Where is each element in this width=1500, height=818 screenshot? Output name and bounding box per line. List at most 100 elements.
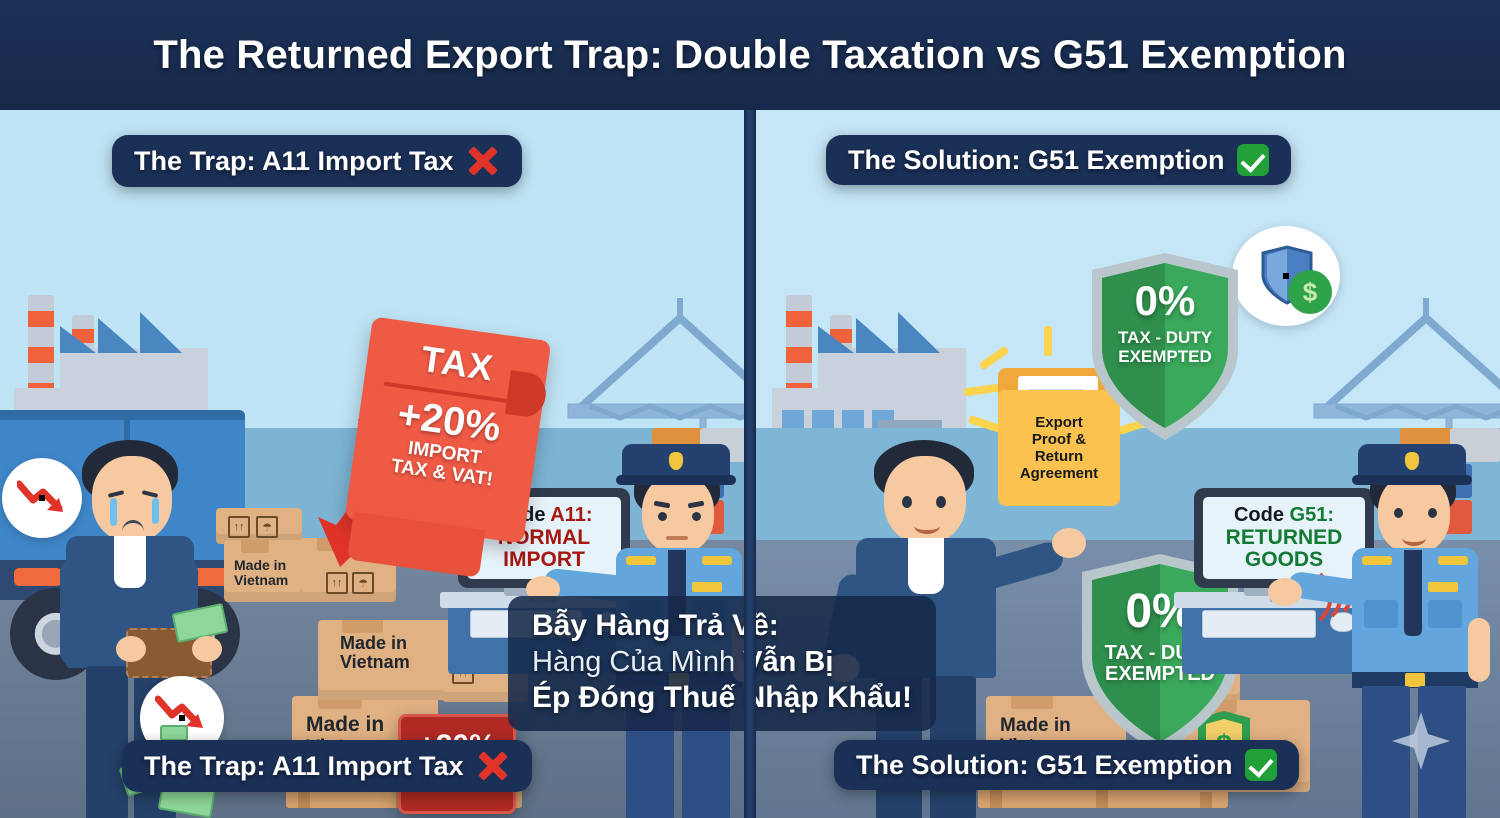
caption-line2: Hàng Của Mình Vẫn Bị [532,645,912,680]
factory-sawtooth-roof [60,312,182,353]
truck-taillight [14,568,62,586]
face [642,474,714,554]
keyboard [1202,610,1316,638]
panel-divider [744,110,756,818]
port-crane-icon [1313,298,1500,488]
solution-bottom-banner-label: The Solution: G51 Exemption [856,749,1233,780]
trap-bottom-banner[interactable]: The Trap: A11 Import Tax [122,740,532,792]
check-mark-icon [1244,749,1277,781]
trending-down-icon [155,695,203,741]
factory-window [812,410,834,428]
solution-top-banner-label: The Solution: G51 Exemption [848,144,1225,175]
trap-top-banner[interactable]: The Trap: A11 Import Tax [112,135,522,187]
shoulder-epaulette [1362,556,1392,565]
leg [86,666,128,818]
folder-line3: Return [1034,448,1084,466]
x-mark-icon [476,749,510,783]
stamping-hand [1268,578,1302,606]
monitor-code-line: Code G51: [1234,504,1334,526]
factory-sawtooth-roof [818,312,940,353]
box-label-line1: Made in [306,713,385,736]
keep-dry-marking: ☂ [352,572,374,594]
shield-money-bubble: $ [1232,226,1340,326]
officer-belt [1352,672,1478,688]
box-label-line2: Vietnam [340,652,410,673]
uniform-pocket [1428,600,1462,628]
check-mark-icon [1236,144,1269,176]
monitor-code-value: A11: [550,504,593,527]
hand [1468,618,1490,682]
cap-badge-icon [669,452,683,470]
x-mark-icon [466,144,500,178]
box-label-line1: Made in [340,633,408,653]
shoulder-epaulette [626,556,656,565]
dress-shirt [114,536,146,588]
name-badge [692,582,722,592]
folder-line4: Agreement [1019,465,1099,483]
caption-line2-plain: Hàng Của Mình [532,645,744,678]
monitor-code-prefix: Code [1233,504,1290,527]
solution-top-banner[interactable]: The Solution: G51 Exemption [826,135,1291,185]
tax-scroll-title: TAX [418,337,497,389]
folder-label: Export Proof & Return Agreement [1020,414,1098,482]
folder-line2: Proof & [1031,430,1087,448]
arm [60,558,90,666]
hand [192,636,222,662]
exempt-shield-upper: 0% TAX - DUTY EXEMPTED [1082,250,1248,446]
caption-line3: Ép Đóng Thuế Nhập Khẩu! [532,680,912,714]
frown-mouth [122,520,144,532]
export-proof-folder: Export Proof & Return Agreement [998,368,1120,506]
shoulder-epaulette [1438,556,1468,565]
eye [692,512,701,521]
trap-bottom-banner-label: The Trap: A11 Import Tax [144,750,464,781]
customs-officer-friendly [1268,440,1496,818]
hand [116,636,146,662]
monitor-screen: Code G51: RETURNED GOODS [1203,497,1365,579]
sad-businessman [30,440,230,818]
eye [936,496,946,508]
page-title-bar: The Returned Export Trap: Double Taxatio… [0,0,1500,110]
cargo-box: Made in Vietnam [318,620,454,700]
factory-window [842,410,864,428]
smile-mouth [914,518,940,534]
solution-bottom-banner[interactable]: The Solution: G51 Exemption [834,740,1299,790]
page-title: The Returned Export Trap: Double Taxatio… [153,32,1347,77]
officer-cap [1352,444,1472,485]
smile-mouth [1402,530,1426,546]
factory-window [782,410,804,428]
monitor-line3: IMPORT [503,548,585,572]
shield-icon [1092,253,1238,440]
eye [1428,508,1437,518]
dress-shirt [908,538,944,594]
tax-invoice-scroll: TAX +20% IMPORT TAX & VAT! [344,316,552,578]
mouth [666,536,688,540]
dollar-coin-icon: $ [1288,270,1332,314]
necktie [1404,550,1422,636]
cap-badge-icon [1405,452,1419,470]
eye [658,512,667,521]
fragile-marking: ↑↑ [326,572,348,594]
monitor-line3: GOODS [1244,548,1324,572]
cargo-box: ↑↑ ☂ [216,508,302,544]
vietnamese-caption: Bẫy Hàng Trả Về: Hàng Của Mình Vẫn Bị Ép… [508,596,936,731]
down-arrow-bubble [2,458,82,538]
tear-drop [152,498,159,524]
dollar-symbol: $ [1302,276,1318,307]
customs-monitor-g51: Code G51: RETURNED GOODS [1194,488,1374,588]
sparkle-icon [1392,712,1450,770]
officer-cap [616,444,736,485]
name-badge [1428,582,1458,592]
leg [1362,686,1410,818]
box-label-line1: Made in [1000,715,1071,736]
monitor-line2: RETURNED [1225,525,1343,549]
monitor-code-value: G51: [1289,504,1335,527]
keep-dry-marking: ☂ [256,516,278,538]
eye [1394,508,1403,518]
eye [902,496,912,508]
presenting-hand [1052,528,1086,558]
box-label-line2: Vietnam [234,572,289,589]
caption-line2-bold: Vẫn Bị [743,645,834,678]
caption-line1: Bẫy Hàng Trả Về: [532,609,779,642]
tear-drop [110,498,117,526]
fragile-marking: ↑↑ [228,516,250,538]
